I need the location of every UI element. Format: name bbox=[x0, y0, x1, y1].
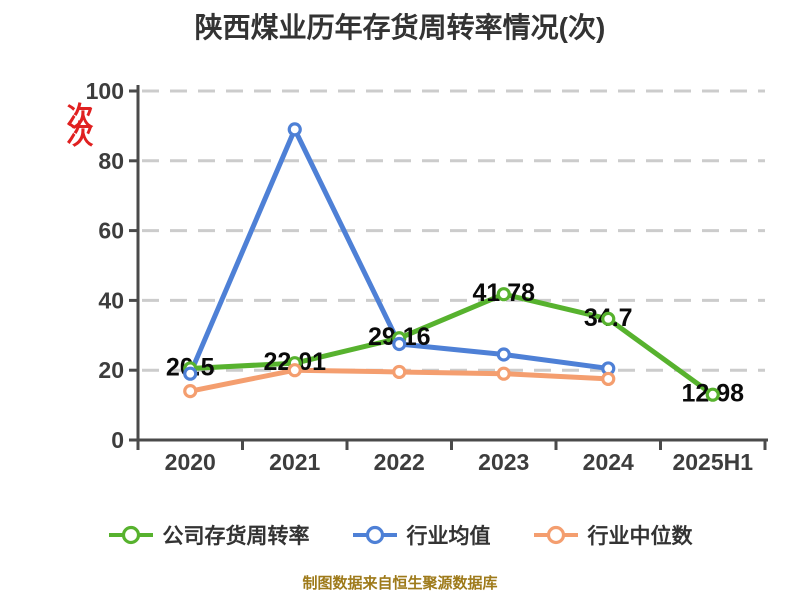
svg-text:2021: 2021 bbox=[269, 449, 320, 475]
svg-text:2024: 2024 bbox=[583, 449, 634, 475]
svg-text:40: 40 bbox=[98, 287, 124, 313]
line-circle-marker-icon bbox=[533, 525, 578, 545]
legend-item-company-turnover[interactable]: 公司存货周转率 bbox=[108, 520, 310, 550]
legend-label-industry-median: 行业中位数 bbox=[587, 525, 693, 548]
chart-title: 陕西煤业历年存货周转率情况(次) bbox=[194, 12, 606, 43]
line-circle-marker-icon bbox=[108, 525, 153, 545]
svg-text:2020: 2020 bbox=[165, 449, 216, 475]
svg-text:20: 20 bbox=[98, 357, 124, 383]
chart-legend: 公司存货周转率 行业均值 行业中位数 bbox=[0, 512, 800, 558]
svg-text:2022: 2022 bbox=[374, 449, 425, 475]
legend-item-industry-median[interactable]: 行业中位数 bbox=[533, 520, 693, 550]
svg-text:2025H1: 2025H1 bbox=[672, 449, 753, 475]
svg-text:60: 60 bbox=[98, 218, 124, 244]
data-source-note: 制图数据来自恒生聚源数据库 bbox=[302, 575, 498, 592]
legend-label-industry-average: 行业均值 bbox=[406, 525, 491, 548]
svg-text:0: 0 bbox=[111, 427, 124, 453]
legend-item-industry-average[interactable]: 行业均值 bbox=[352, 520, 491, 550]
svg-text:80: 80 bbox=[98, 148, 124, 174]
svg-text:100: 100 bbox=[86, 78, 124, 104]
line-circle-marker-icon bbox=[352, 525, 397, 545]
svg-text:次: 次 bbox=[67, 102, 94, 133]
legend-label-company-turnover: 公司存货周转率 bbox=[162, 525, 310, 548]
svg-text:2023: 2023 bbox=[478, 449, 529, 475]
line-chart-canvas: 0 20 40 60 80 100 2020 2021 2022 2023 2024 2025H1 次次… bbox=[67, 78, 768, 475]
svg-text:次: 次 bbox=[67, 120, 94, 151]
